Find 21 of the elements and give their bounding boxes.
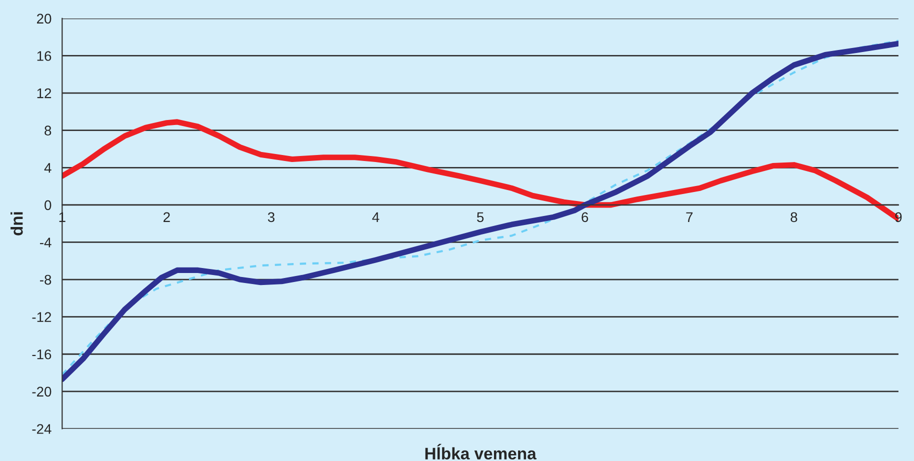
x-tick-label: 5 — [477, 212, 484, 222]
y-tick-label: 8 — [44, 126, 52, 136]
y-tick-label: -8 — [40, 274, 52, 285]
y-tick-label: -24 — [32, 424, 52, 434]
y-tick-label: 4 — [44, 163, 52, 173]
x-tick-label: 8 — [790, 212, 798, 222]
y-tick-label: 16 — [37, 51, 52, 61]
x-tick-label: 2 — [164, 212, 170, 222]
y-tick-label: 0 — [44, 200, 52, 210]
x-tick-label: 3 — [268, 212, 274, 222]
y-tick-label: -12 — [32, 312, 52, 322]
y-tick-label: -4 — [40, 238, 52, 248]
x-tick-label: 7 — [686, 212, 693, 222]
y-tick-label: -20 — [32, 386, 52, 397]
y-axis-title: dni — [10, 212, 23, 236]
y-tick-label: 20 — [36, 14, 52, 24]
x-tick-label: 6 — [582, 212, 588, 222]
x-axis-title: Hĺbka vemena — [425, 444, 536, 460]
y-tick-label: -16 — [32, 349, 52, 360]
y-tick-label: 12 — [37, 88, 52, 98]
x-tick-label: 4 — [372, 212, 380, 222]
